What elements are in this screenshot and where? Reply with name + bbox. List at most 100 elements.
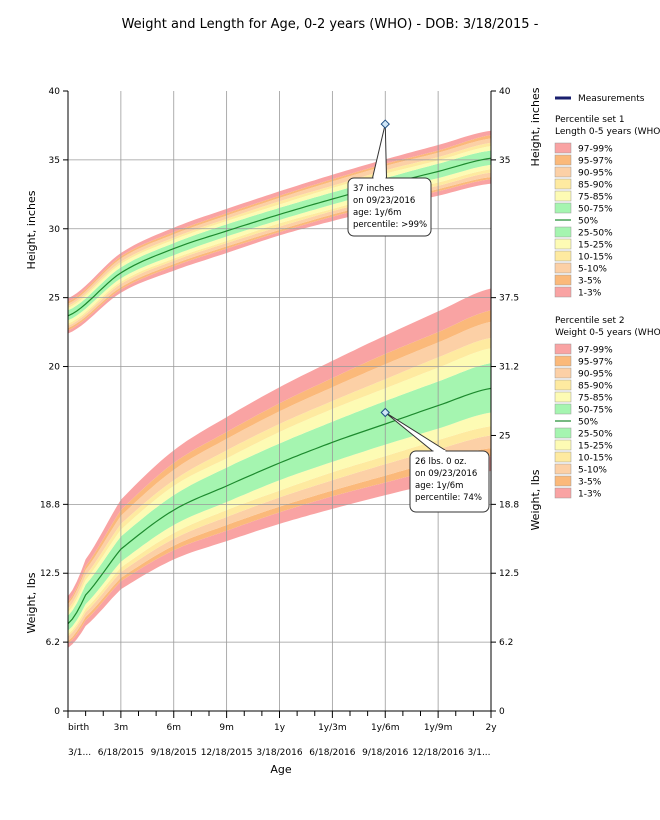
legend-swatch bbox=[554, 202, 572, 214]
legend-item-label: 10-15% bbox=[578, 454, 613, 464]
weight-measurement-point bbox=[380, 407, 390, 418]
right-tick-label: 12.5 bbox=[499, 569, 519, 579]
legend-swatch bbox=[554, 367, 572, 379]
length-callout-line: on 09/23/2016 bbox=[353, 196, 415, 206]
legend-swatch bbox=[554, 250, 572, 262]
legend-item-label: 75-85% bbox=[578, 193, 613, 203]
right-tick-label: 0 bbox=[499, 707, 505, 717]
length-callout-line: age: 1y/6m bbox=[353, 208, 401, 218]
left-tick-label: 20 bbox=[49, 363, 61, 373]
right-tick-label: 37.5 bbox=[499, 294, 519, 304]
legend-item-label: 1-3% bbox=[578, 289, 602, 299]
legend-item-label: 50-75% bbox=[578, 406, 613, 416]
legend-swatch bbox=[554, 379, 572, 391]
right-tick-label: 31.2 bbox=[499, 363, 519, 373]
right-tick-label: 35 bbox=[499, 156, 510, 166]
x-tick-label: 1y/3m bbox=[318, 723, 347, 733]
x-tick-label: 6m bbox=[167, 723, 182, 733]
length-callout-line: percentile: >99% bbox=[353, 220, 427, 230]
legend-swatch bbox=[554, 262, 572, 274]
weight-callout-box bbox=[409, 450, 490, 513]
legend-item-label: 3-5% bbox=[578, 277, 602, 287]
legend-swatch bbox=[554, 190, 572, 202]
legend-swatch bbox=[554, 403, 572, 415]
legend-swatch bbox=[554, 226, 572, 238]
length-median-line bbox=[67, 157, 492, 317]
right-y-label-top: Height, inches bbox=[529, 87, 542, 166]
weight-median-line bbox=[67, 387, 492, 625]
legend-item-label: 25-50% bbox=[578, 229, 613, 239]
x-date-label: 6/18/2016 bbox=[309, 748, 355, 758]
right-tick-label: 25 bbox=[499, 431, 510, 441]
legend-item-label: 1-3% bbox=[578, 490, 602, 500]
legend-item-label: 75-85% bbox=[578, 394, 613, 404]
legend-item-label: 85-90% bbox=[578, 181, 613, 191]
legend-item-label: 10-15% bbox=[578, 253, 613, 263]
weight-callout-line: 26 lbs. 0 oz. bbox=[415, 457, 467, 467]
legend-swatch bbox=[554, 451, 572, 463]
length-band-25-75 bbox=[68, 150, 491, 321]
legend-item-label: 90-95% bbox=[578, 169, 613, 179]
x-axis-label: Age bbox=[270, 763, 292, 776]
legend-item-label: 90-95% bbox=[578, 370, 613, 380]
legend-swatch bbox=[554, 463, 572, 475]
legend-swatch bbox=[554, 142, 572, 154]
tick-labels: birth 3/1... 3m 6/18/2015 6m 9/18/2015 9m 12/18… bbox=[40, 87, 519, 758]
left-tick-label: 40 bbox=[49, 87, 61, 97]
legend-swatch bbox=[554, 391, 572, 403]
legend-item-label: 97-99% bbox=[578, 346, 613, 356]
length-callout-line: 37 inches bbox=[353, 184, 395, 194]
x-date-label: 12/18/2016 bbox=[412, 748, 464, 758]
legend-swatch bbox=[554, 439, 572, 451]
legend-swatch bbox=[554, 178, 572, 190]
legend-set-title: Percentile set 2 bbox=[555, 316, 625, 326]
legend-swatch bbox=[554, 475, 572, 487]
axes bbox=[63, 90, 496, 718]
x-date-label: 9/18/2016 bbox=[362, 748, 408, 758]
x-date-label: 12/18/2015 bbox=[201, 748, 253, 758]
legend-item-label: 3-5% bbox=[578, 478, 602, 488]
left-tick-label: 18.8 bbox=[40, 500, 60, 510]
legend-item-label: 50% bbox=[578, 217, 598, 227]
legend-item-label: 5-10% bbox=[578, 466, 607, 476]
legend-swatch bbox=[554, 274, 572, 286]
x-tick-label: 3m bbox=[114, 723, 129, 733]
legend-item-label: 85-90% bbox=[578, 382, 613, 392]
legend-swatch bbox=[554, 238, 572, 250]
x-date-label: 3/1... bbox=[467, 748, 490, 758]
length-callout-box bbox=[347, 177, 432, 237]
legend-set-subtitle: Weight 0-5 years (WHO) bbox=[555, 328, 660, 338]
legend-swatch bbox=[554, 343, 572, 355]
x-date-label: 3/18/2016 bbox=[256, 748, 302, 758]
weight-band-15-25 bbox=[68, 412, 491, 635]
legend-swatch bbox=[554, 487, 572, 499]
x-date-label: 9/18/2015 bbox=[151, 748, 197, 758]
legend-item-label: 5-10% bbox=[578, 265, 607, 275]
x-tick-label: 1y/9m bbox=[424, 723, 453, 733]
legend-item-label: 15-25% bbox=[578, 241, 613, 251]
legend-swatch bbox=[554, 355, 572, 367]
legend: Measurements Percentile set 1 Length 0-5 y… bbox=[554, 94, 660, 500]
weight-band-97-99 bbox=[68, 288, 491, 602]
x-tick-label: 1y bbox=[274, 723, 286, 733]
legend-item-label: 97-99% bbox=[578, 145, 613, 155]
grid-lines bbox=[68, 91, 491, 711]
right-y-label-bottom: Weight, lbs bbox=[529, 469, 542, 530]
legend-item-label: 95-97% bbox=[578, 358, 613, 368]
legend-set-title: Percentile set 1 bbox=[555, 115, 625, 125]
legend-item-label: 95-97% bbox=[578, 157, 613, 167]
x-tick-label: birth bbox=[68, 723, 89, 733]
legend-item-label: 50-75% bbox=[578, 205, 613, 215]
legend-item-label: 15-25% bbox=[578, 442, 613, 452]
right-tick-label: 40 bbox=[499, 87, 511, 97]
left-tick-label: 25 bbox=[49, 294, 60, 304]
x-tick-label: 1y/6m bbox=[371, 723, 400, 733]
left-y-label-bottom: Weight, lbs bbox=[25, 572, 38, 633]
legend-measurements-label: Measurements bbox=[578, 94, 645, 104]
legend-item-label: 25-50% bbox=[578, 430, 613, 440]
legend-swatch bbox=[554, 166, 572, 178]
x-date-label: 3/1... bbox=[68, 748, 91, 758]
left-tick-label: 35 bbox=[49, 156, 60, 166]
legend-item-label: 50% bbox=[578, 418, 598, 428]
